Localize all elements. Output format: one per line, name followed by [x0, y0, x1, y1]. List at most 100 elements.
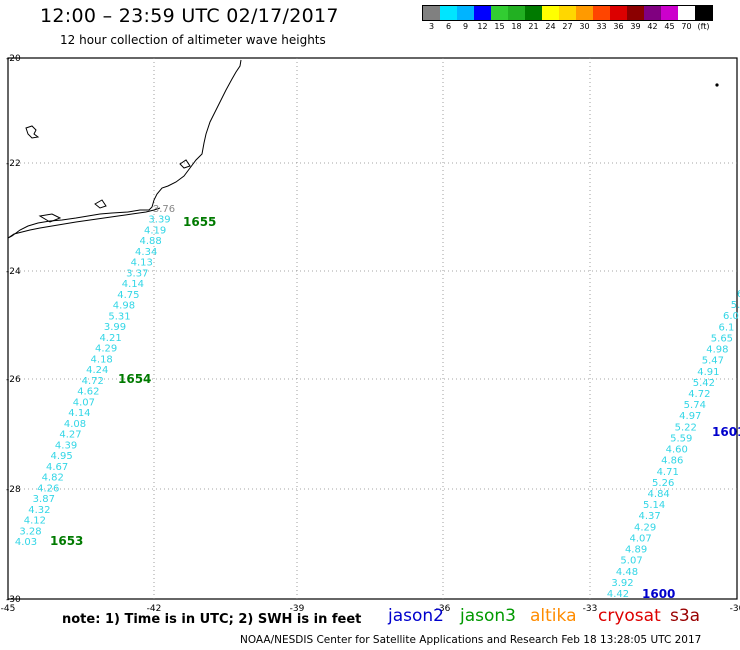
- footer-note: note: 1) Time is in UTC; 2) SWH is in fe…: [62, 612, 362, 627]
- legend-swatch: [457, 6, 474, 20]
- lat-label: -20: [6, 54, 21, 64]
- lat-label: -24: [6, 267, 21, 277]
- wave-height-value: 4.60: [666, 445, 688, 456]
- wave-height-value: 4.72: [82, 376, 104, 387]
- altimeter-tracks: 3.763.394.194.884.344.133.374.144.754.98…: [15, 204, 740, 601]
- legend-swatch: [644, 6, 661, 20]
- lat-label: -26: [6, 375, 21, 385]
- legend-swatch: [508, 6, 525, 20]
- coastline: [7, 59, 242, 239]
- wave-height-value: 4.19: [144, 225, 166, 236]
- wave-height-value: 4.91: [697, 367, 719, 378]
- island-dot: [715, 83, 719, 87]
- wave-height-value: 4.37: [638, 511, 660, 522]
- wave-height-value: 3.99: [104, 322, 126, 333]
- wave-height-value: 4.95: [50, 451, 72, 462]
- wave-height-value: 4.29: [95, 344, 117, 355]
- legend-swatch: [542, 6, 559, 20]
- map-frame: [7, 57, 738, 600]
- wave-height-value: 4.98: [706, 345, 728, 356]
- page-title: 12:00 – 23:59 UTC 02/17/2017: [40, 5, 339, 27]
- wave-height-value: 4.97: [679, 411, 701, 422]
- legend-swatch: [695, 6, 712, 20]
- legend-swatch: [610, 6, 627, 20]
- legend-swatch: [491, 6, 508, 20]
- axis-labels: -20-22-24-26-28-30-45-42-39-36-33-30: [1, 54, 740, 614]
- wave-height-value: 5.: [731, 300, 740, 311]
- wave-height-value: 3.37: [126, 268, 148, 279]
- legend-swatch: [559, 6, 576, 20]
- wave-height-value: 4.07: [629, 533, 651, 544]
- wave-height-value: 3.76: [153, 204, 175, 215]
- wave-height-value: 4.14: [68, 408, 90, 419]
- wave-height-value: 5.14: [643, 500, 665, 511]
- grid-lines: [7, 57, 738, 600]
- pass-time-label: 1654: [118, 372, 151, 386]
- wave-height-value: 4.24: [86, 365, 108, 376]
- legend-swatch: [440, 6, 457, 20]
- wave-height-value: 4.82: [42, 473, 64, 484]
- legend-label: 70: [681, 22, 692, 31]
- wave-height-value: 4.67: [46, 462, 68, 473]
- satellite-name: cryosat: [598, 606, 661, 626]
- legend-label: 6: [445, 22, 452, 31]
- wave-height-value: 5.22: [675, 422, 697, 433]
- wave-height-value: 4.39: [55, 440, 77, 451]
- lon-label: -42: [147, 604, 162, 614]
- lat-label: -30: [6, 595, 21, 605]
- legend-swatch: [593, 6, 610, 20]
- wave-height-value: 4.29: [634, 522, 656, 533]
- legend-swatch: [627, 6, 644, 20]
- wave-height-value: 5.26: [652, 478, 674, 489]
- wave-height-value: 5.65: [711, 333, 733, 344]
- wave-height-value: 4.18: [91, 354, 113, 365]
- page-subtitle: 12 hour collection of altimeter wave hei…: [60, 33, 326, 47]
- wave-height-value: 4.08: [64, 419, 86, 430]
- coastline-island: [25, 125, 40, 139]
- wave-height-value: 4.89: [625, 545, 647, 556]
- legend-swatch: [576, 6, 593, 20]
- wave-height-value: 3.28: [19, 526, 41, 537]
- lon-label: -45: [1, 604, 16, 614]
- legend-label: 18: [511, 22, 522, 31]
- wave-height-value: 4.13: [131, 258, 153, 269]
- satellite-name: altika: [530, 606, 577, 626]
- lon-label: -39: [290, 604, 305, 614]
- wave-height-value: 4.84: [648, 489, 670, 500]
- wave-height-value: 5.59: [670, 433, 692, 444]
- legend-swatch: [678, 6, 695, 20]
- coastline-island: [179, 159, 191, 169]
- legend-label: 12: [477, 22, 488, 31]
- wave-height-value: 4.03: [15, 537, 37, 548]
- wave-height-value: 4.12: [24, 516, 46, 527]
- lon-label: -33: [583, 604, 598, 614]
- legend-label: 45: [664, 22, 675, 31]
- wave-height-value: 3.92: [611, 578, 633, 589]
- wave-height-value: 5.42: [693, 378, 715, 389]
- legend-label: 15: [494, 22, 505, 31]
- wave-height-value: 4.14: [122, 279, 144, 290]
- wave-height-value: 5.07: [620, 556, 642, 567]
- wave-height-value: 5.31: [108, 311, 130, 322]
- legend-label: 9: [462, 22, 469, 31]
- legend-label: 36: [613, 22, 624, 31]
- wave-height-value: 4.98: [113, 301, 135, 312]
- wave-height-value: 5.47: [702, 356, 724, 367]
- wave-height-value: 4.26: [37, 483, 59, 494]
- satellite-name: jason2: [388, 606, 444, 626]
- legend-label: 42: [647, 22, 658, 31]
- legend-label: 27: [562, 22, 573, 31]
- legend-swatch: [661, 6, 678, 20]
- lon-label: -36: [436, 604, 451, 614]
- wave-height-value: 6.1: [718, 322, 734, 333]
- pass-time-label: 1655: [183, 215, 216, 229]
- wave-height-value: 6.0: [723, 311, 739, 322]
- legend-label: 39: [630, 22, 641, 31]
- wave-height-value: 4.62: [77, 387, 99, 398]
- wave-height-value: 4.88: [140, 236, 162, 247]
- pass-time-label: 1600: [642, 587, 675, 601]
- wave-height-value: 4.27: [59, 430, 81, 441]
- legend-swatch: [474, 6, 491, 20]
- wave-height-value: 4.34: [135, 247, 157, 258]
